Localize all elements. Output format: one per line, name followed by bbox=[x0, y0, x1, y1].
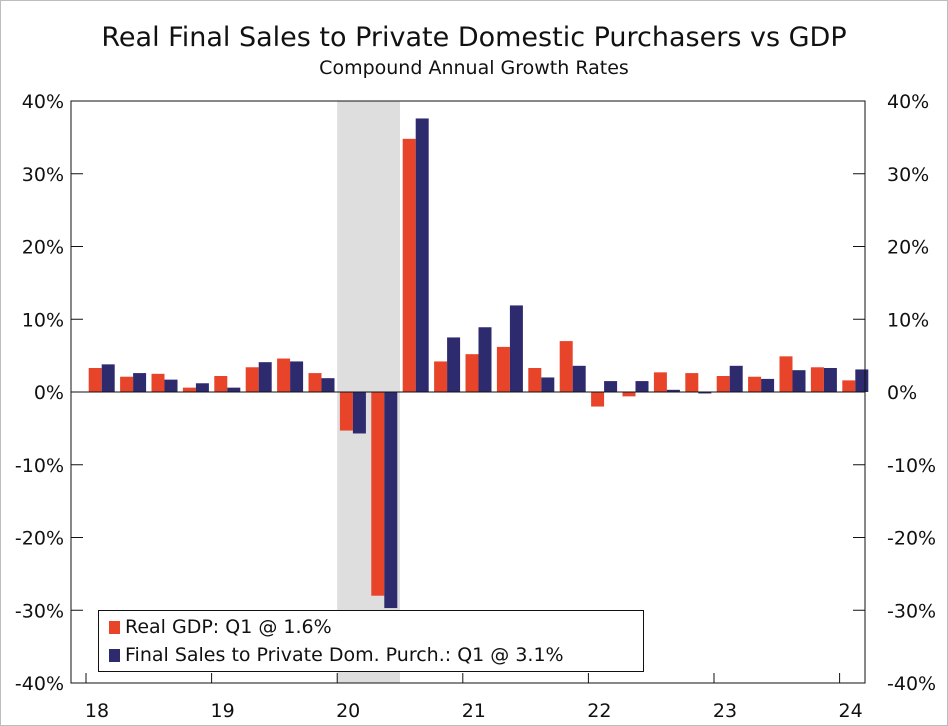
bar-final-sales-2023Q2 bbox=[761, 378, 775, 392]
bar-final-sales-2024Q1 bbox=[855, 369, 869, 392]
x-tick-label: 21 bbox=[462, 700, 486, 722]
bar-gdp-2022Q1 bbox=[591, 392, 605, 407]
y-tick-label-right: -30% bbox=[887, 600, 936, 622]
bar-final-sales-2022Q3 bbox=[666, 389, 680, 392]
bar-final-sales-2019Q3 bbox=[290, 361, 304, 392]
y-tick-label-left: 20% bbox=[22, 237, 64, 259]
bar-final-sales-2018Q4 bbox=[195, 383, 209, 392]
bar-final-sales-2022Q2 bbox=[635, 381, 649, 392]
bar-final-sales-2022Q4 bbox=[698, 392, 712, 394]
y-tick-label-right: 20% bbox=[887, 237, 929, 259]
bar-final-sales-2021Q4 bbox=[572, 365, 586, 392]
bar-gdp-2019Q2 bbox=[245, 367, 259, 392]
y-tick-label-left: 10% bbox=[22, 309, 64, 331]
bar-gdp-2023Q1 bbox=[716, 375, 730, 392]
y-tick-label-right: -40% bbox=[887, 673, 936, 695]
y-tick-label-left: 40% bbox=[22, 91, 64, 113]
bar-gdp-2020Q4 bbox=[434, 361, 448, 392]
y-tick-label-right: -20% bbox=[887, 528, 936, 550]
legend-label-final-sales: Final Sales to Private Dom. Purch.: Q1 @… bbox=[125, 644, 564, 666]
y-tick-label-right: -10% bbox=[887, 455, 936, 477]
bar-gdp-2022Q4 bbox=[685, 373, 699, 392]
bar-final-sales-2020Q1 bbox=[352, 392, 366, 434]
bar-gdp-2021Q3 bbox=[528, 367, 542, 392]
legend-swatch-gdp bbox=[109, 621, 120, 634]
y-tick-label-left: -10% bbox=[15, 455, 64, 477]
y-tick-label-left: 30% bbox=[22, 164, 64, 186]
bar-gdp-2019Q4 bbox=[308, 373, 322, 392]
x-tick-label: 19 bbox=[211, 700, 235, 722]
bar-gdp-2018Q2 bbox=[120, 376, 134, 392]
chart-title: Real Final Sales to Private Domestic Pur… bbox=[101, 22, 847, 53]
bar-final-sales-2018Q2 bbox=[133, 373, 147, 392]
bar-gdp-2024Q1 bbox=[842, 380, 856, 392]
legend-swatch-final-sales bbox=[109, 649, 120, 662]
bar-final-sales-2023Q4 bbox=[823, 367, 837, 392]
chart-subtitle: Compound Annual Growth Rates bbox=[319, 57, 629, 79]
x-tick-label: 23 bbox=[713, 700, 737, 722]
bar-gdp-2021Q1 bbox=[465, 354, 479, 392]
x-tick-label: 20 bbox=[336, 700, 360, 722]
legend: Real GDP: Q1 @ 1.6% Final Sales to Priva… bbox=[98, 610, 644, 672]
x-tick-label: 18 bbox=[85, 700, 109, 722]
bar-gdp-2020Q1 bbox=[339, 392, 353, 431]
bar-final-sales-2020Q4 bbox=[447, 337, 461, 392]
y-tick-label-left: -30% bbox=[15, 600, 64, 622]
x-tick-label: 22 bbox=[587, 700, 611, 722]
y-tick-label-left: -40% bbox=[15, 673, 64, 695]
bar-gdp-2023Q2 bbox=[748, 376, 762, 392]
bar-final-sales-2019Q1 bbox=[227, 387, 241, 392]
bar-final-sales-2023Q1 bbox=[729, 365, 743, 392]
x-tick-label: 24 bbox=[839, 700, 863, 722]
bar-gdp-2020Q2 bbox=[371, 392, 385, 596]
bar-final-sales-2021Q2 bbox=[509, 305, 523, 392]
bar-gdp-2018Q4 bbox=[182, 387, 196, 392]
bar-gdp-2022Q2 bbox=[622, 392, 636, 397]
bar-final-sales-2018Q1 bbox=[101, 364, 115, 392]
y-tick-label-right: 30% bbox=[887, 164, 929, 186]
y-tick-label-right: 0% bbox=[887, 382, 917, 404]
bar-gdp-2018Q1 bbox=[88, 367, 102, 392]
bar-final-sales-2021Q3 bbox=[541, 377, 555, 392]
bar-final-sales-2019Q2 bbox=[258, 362, 272, 392]
bar-gdp-2023Q3 bbox=[779, 356, 793, 392]
bar-gdp-2022Q3 bbox=[653, 372, 667, 392]
bar-gdp-2019Q1 bbox=[214, 375, 228, 392]
y-tick-label-right: 40% bbox=[887, 91, 929, 113]
bar-gdp-2021Q4 bbox=[559, 341, 573, 392]
bar-final-sales-2020Q3 bbox=[415, 118, 429, 393]
bar-final-sales-2023Q3 bbox=[792, 370, 806, 392]
bar-gdp-2020Q3 bbox=[402, 138, 416, 392]
legend-item-gdp: Real GDP: Q1 @ 1.6% bbox=[109, 615, 332, 639]
bar-gdp-2018Q3 bbox=[151, 373, 165, 392]
bar-final-sales-2019Q4 bbox=[321, 378, 335, 392]
bar-gdp-2023Q4 bbox=[810, 367, 824, 392]
legend-label-gdp: Real GDP: Q1 @ 1.6% bbox=[125, 616, 332, 638]
bar-gdp-2019Q3 bbox=[277, 358, 291, 392]
bar-final-sales-2022Q1 bbox=[604, 381, 618, 392]
bar-gdp-2021Q2 bbox=[496, 346, 510, 392]
y-tick-label-left: 0% bbox=[34, 382, 64, 404]
bar-final-sales-2018Q3 bbox=[164, 379, 178, 392]
legend-item-final-sales: Final Sales to Private Dom. Purch.: Q1 @… bbox=[109, 643, 564, 667]
y-tick-label-left: -20% bbox=[15, 528, 64, 550]
bar-final-sales-2021Q1 bbox=[478, 327, 492, 392]
y-tick-label-right: 10% bbox=[887, 309, 929, 331]
bar-final-sales-2020Q2 bbox=[384, 392, 398, 609]
